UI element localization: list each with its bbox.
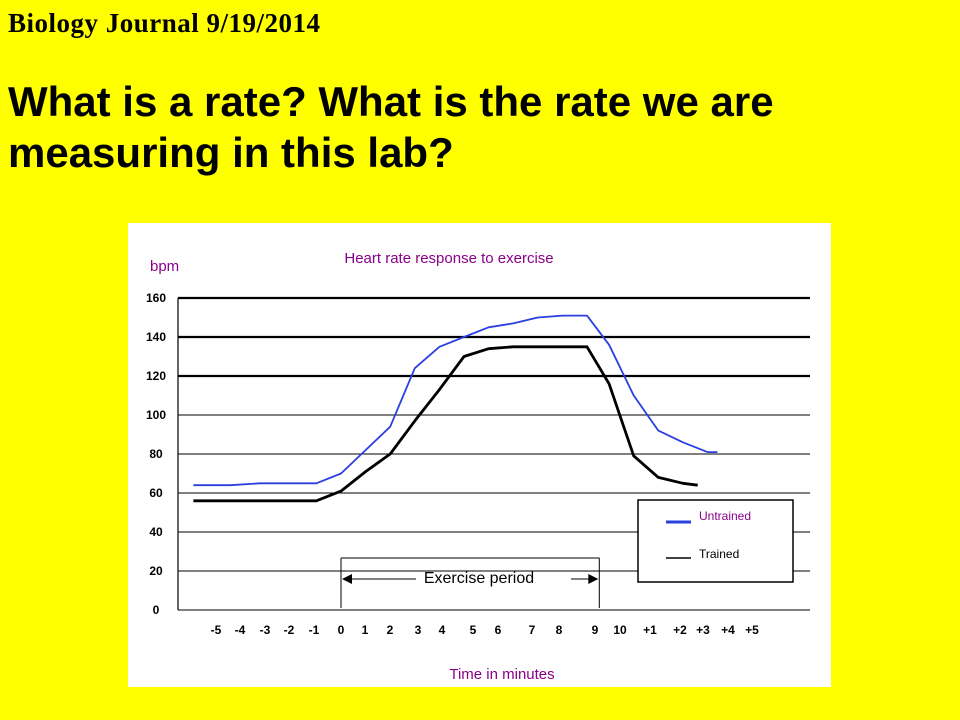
x-tick-label: 2 xyxy=(387,623,394,637)
y-tick-label: 0 xyxy=(153,603,160,617)
x-tick-label: -2 xyxy=(284,623,295,637)
data-series xyxy=(193,314,718,503)
journal-title: Biology Journal 9/19/2014 xyxy=(8,8,321,38)
chart-svg: Heart rate response to exercise bpm Time… xyxy=(146,250,810,683)
x-tick-label: 1 xyxy=(362,623,369,637)
legend-trained-label: Trained xyxy=(699,547,739,561)
x-tick-label: +2 xyxy=(673,623,687,637)
x-tick-label: +1 xyxy=(643,623,657,637)
period-arrow-left-head xyxy=(342,574,352,584)
x-tick-label: +4 xyxy=(721,623,735,637)
question-text: What is a rate? What is the rate we are … xyxy=(8,78,774,176)
x-tick-label: 0 xyxy=(338,623,345,637)
y-tick-label: 40 xyxy=(149,525,163,539)
legend: Untrained Trained xyxy=(637,499,794,583)
y-tick-label: 120 xyxy=(146,369,166,383)
x-tick-label: +3 xyxy=(696,623,710,637)
legend-box xyxy=(637,499,794,583)
x-axis-label: Time in minutes xyxy=(449,666,554,683)
x-tick-label: 7 xyxy=(529,623,536,637)
x-tick-label: +5 xyxy=(745,623,759,637)
x-tick-label: -5 xyxy=(211,623,222,637)
y-axis-label: bpm xyxy=(150,258,179,275)
x-tick-labels: -5 -4 -3 -2 -1 0 1 2 3 4 5 6 7 8 9 10 +1 +2 +3 +4 +5 xyxy=(211,623,760,637)
series-line-trained xyxy=(193,345,698,503)
x-tick-label: 5 xyxy=(470,623,477,637)
x-tick-label: -1 xyxy=(309,623,320,637)
x-tick-label: 9 xyxy=(592,623,599,637)
exercise-period-label: Exercise period xyxy=(424,570,534,587)
grid-lines xyxy=(177,296,810,611)
x-tick-label: 3 xyxy=(415,623,422,637)
y-tick-label: 100 xyxy=(146,408,166,422)
heart-rate-chart: Heart rate response to exercise bpm Time… xyxy=(128,223,831,687)
y-tick-label: 140 xyxy=(146,330,166,344)
period-arrow-right-head xyxy=(588,574,599,584)
y-tick-label: 60 xyxy=(149,486,163,500)
chart-title: Heart rate response to exercise xyxy=(344,250,553,267)
legend-untrained-label: Untrained xyxy=(699,509,751,523)
y-tick-label: 80 xyxy=(149,447,163,461)
x-tick-label: -4 xyxy=(235,623,246,637)
x-tick-label: 6 xyxy=(495,623,502,637)
y-tick-label: 20 xyxy=(149,564,163,578)
series-line-untrained xyxy=(193,314,718,487)
exercise-period-annotation: Exercise period xyxy=(340,557,600,608)
x-tick-label: 10 xyxy=(613,623,627,637)
y-tick-labels: 0 20 40 60 80 100 120 140 160 xyxy=(146,291,166,617)
y-tick-label: 160 xyxy=(146,291,166,305)
x-tick-label: -3 xyxy=(260,623,271,637)
x-tick-label: 8 xyxy=(556,623,563,637)
x-tick-label: 4 xyxy=(439,623,446,637)
